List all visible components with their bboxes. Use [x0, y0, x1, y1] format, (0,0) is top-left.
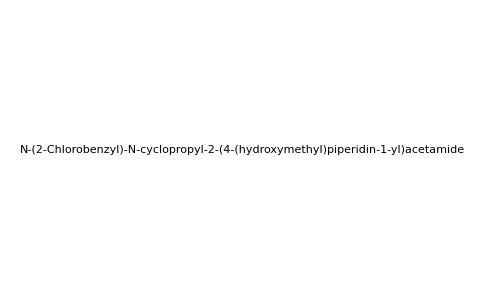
Text: N-(2-Chlorobenzyl)-N-cyclopropyl-2-(4-(hydroxymethyl)piperidin-1-yl)acetamide: N-(2-Chlorobenzyl)-N-cyclopropyl-2-(4-(h…: [19, 145, 465, 155]
